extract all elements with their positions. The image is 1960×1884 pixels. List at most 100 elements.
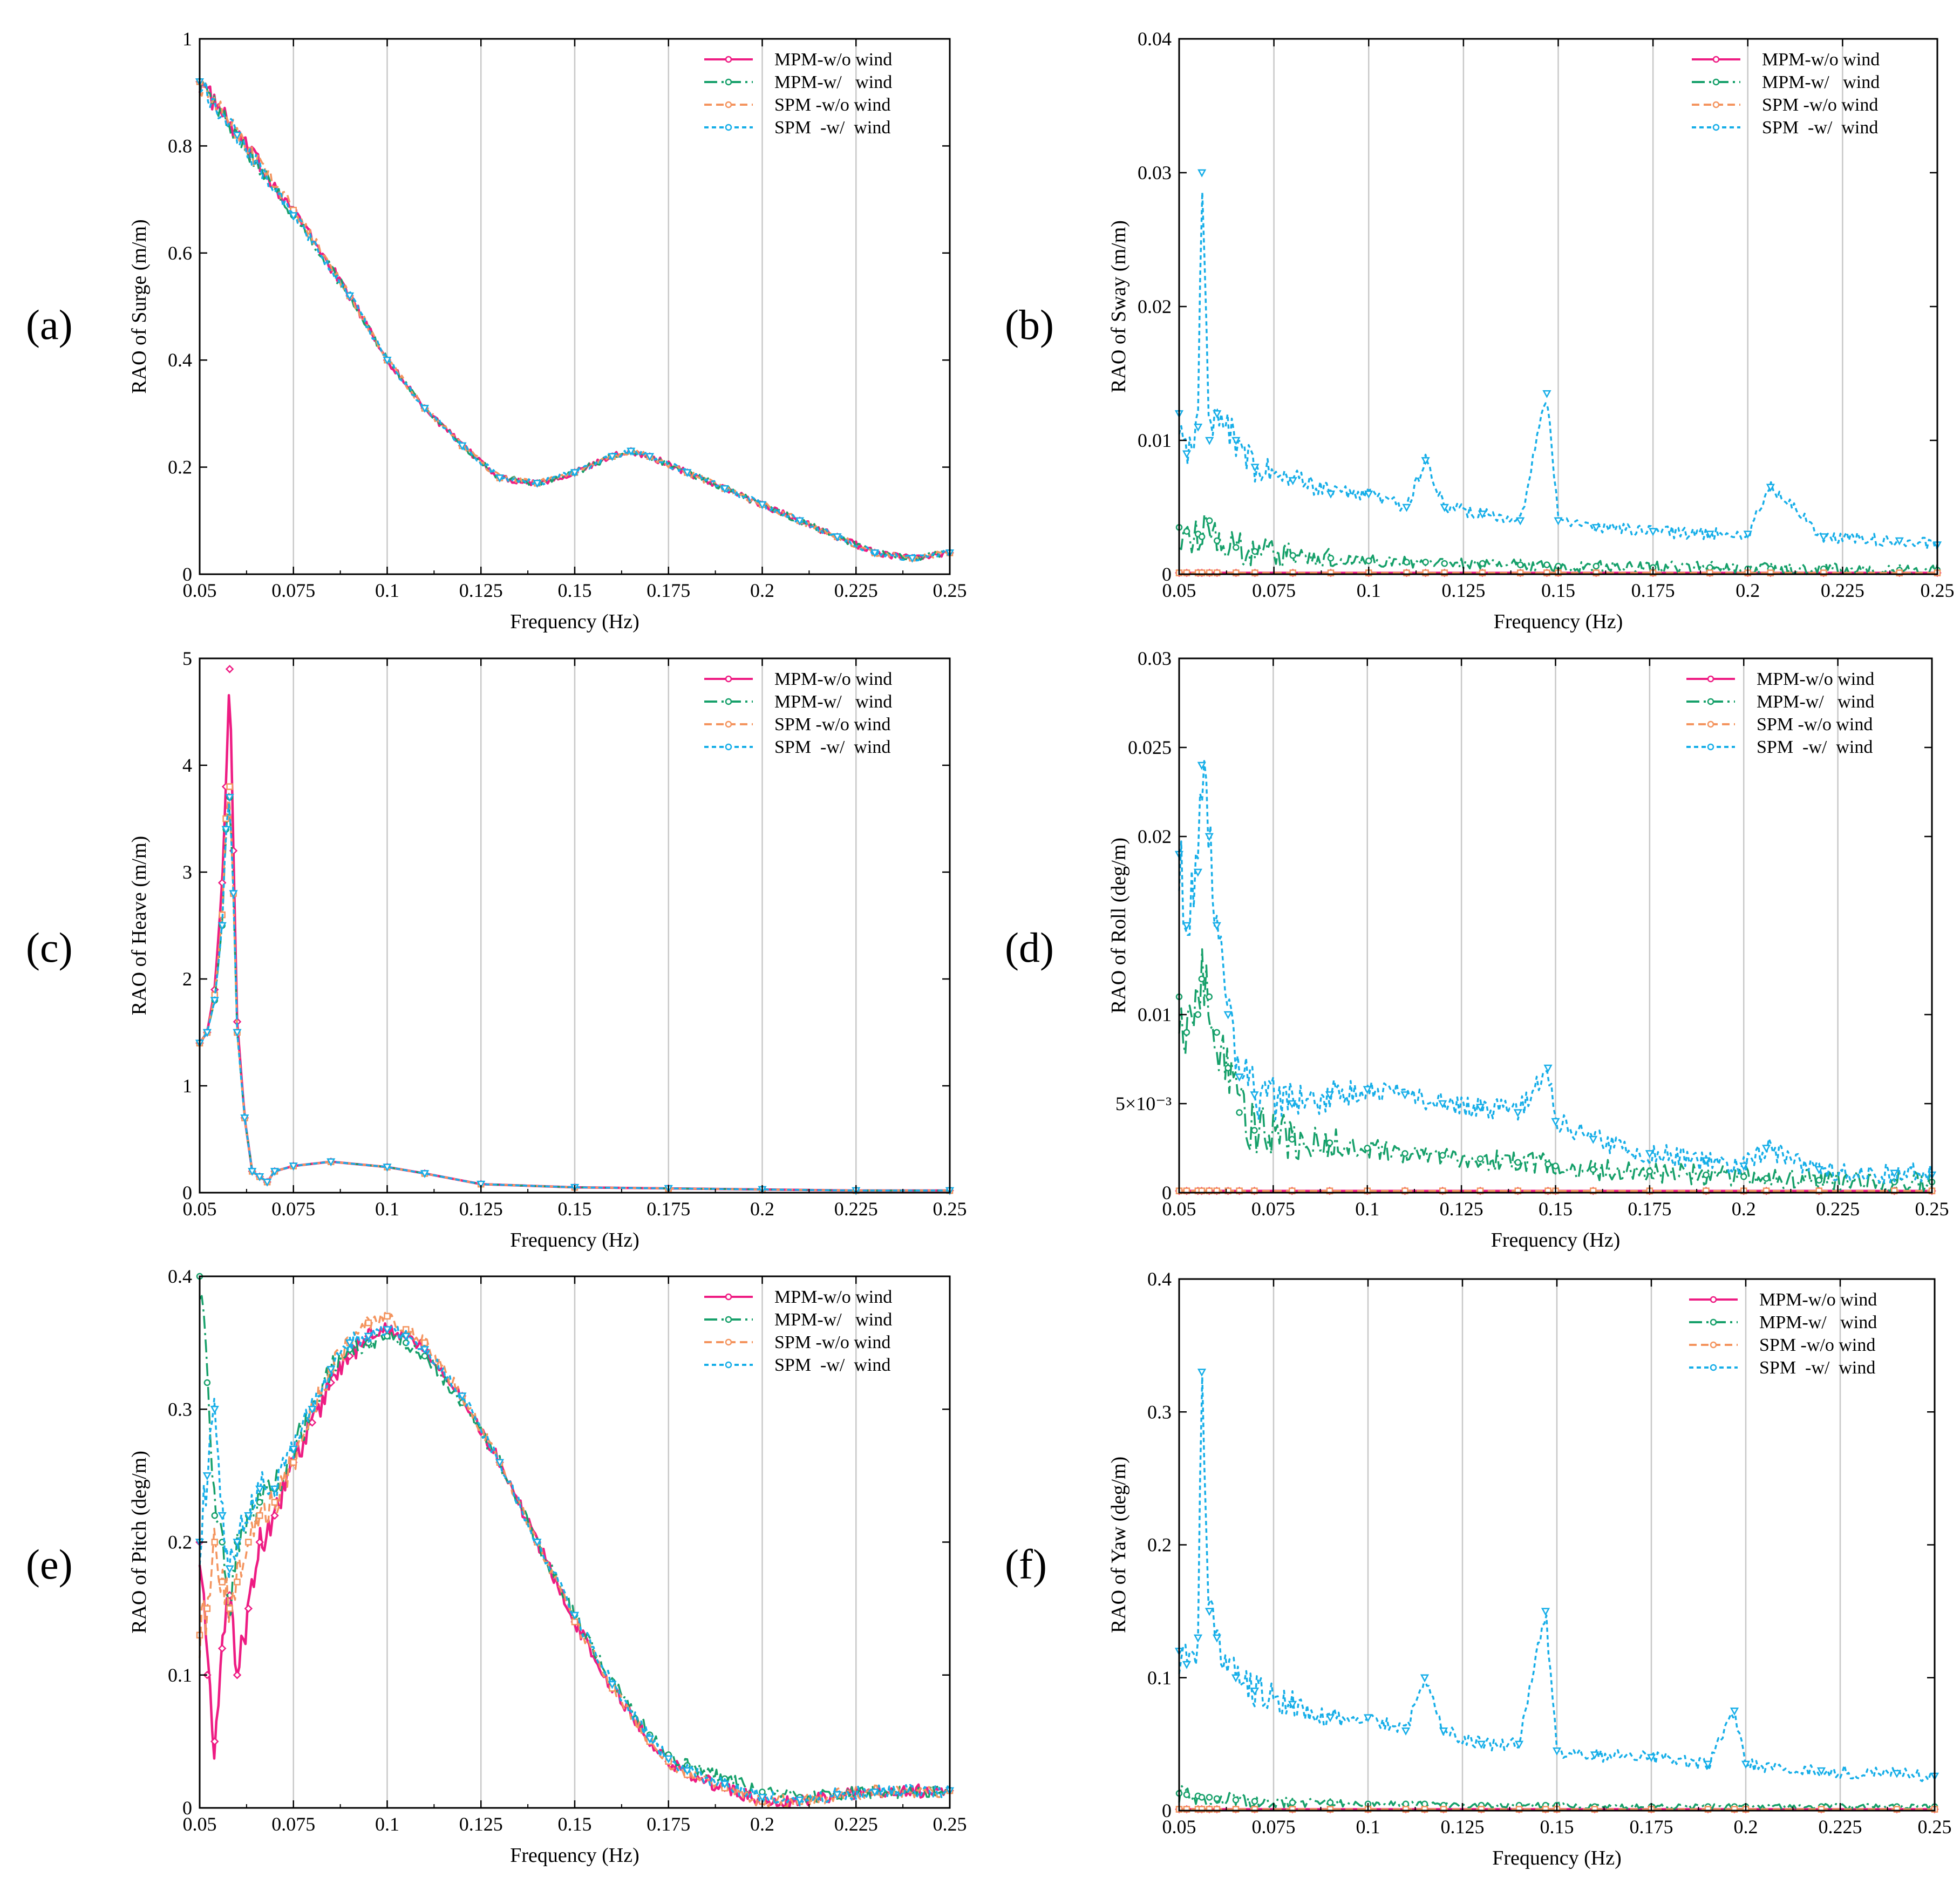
data-point [1893, 1806, 1901, 1813]
data-point [1236, 1187, 1243, 1194]
data-point [1206, 1794, 1213, 1801]
data-point [1401, 1187, 1408, 1194]
data-point [1815, 1176, 1822, 1184]
data-point [1402, 504, 1411, 512]
data-point [326, 1158, 336, 1167]
y-tick-label: 0.1 [1147, 1667, 1172, 1689]
data-point [1515, 1806, 1523, 1813]
x-axis-title: Frequency (Hz) [1492, 1847, 1622, 1869]
y-tick-label: 3 [182, 861, 192, 883]
data-point [683, 469, 692, 478]
y-tick-label: 0 [1162, 1800, 1172, 1821]
data-point [1289, 552, 1296, 559]
data-point [1589, 1135, 1598, 1144]
y-tick-label: 0 [182, 1797, 192, 1819]
data-point [290, 1459, 297, 1466]
data-point [1206, 1806, 1213, 1813]
data-point [1739, 1162, 1748, 1171]
x-tick-label: 0.1 [1356, 1816, 1380, 1838]
data-point [1231, 437, 1241, 445]
data-point [255, 1173, 264, 1181]
data-point [1514, 1187, 1521, 1194]
legend-label: MPM-w/ wind [1762, 72, 1880, 92]
data-point [1250, 464, 1260, 472]
y-tick-label: 0.02 [1138, 296, 1172, 317]
data-point [1743, 530, 1752, 539]
data-point [225, 794, 234, 802]
data-point [1645, 1150, 1654, 1159]
x-tick-label: 0.2 [1734, 1816, 1758, 1838]
data-point [759, 1788, 766, 1795]
x-tick-label: 0.15 [558, 1813, 592, 1835]
data-point [1403, 559, 1410, 566]
x-tick-label: 0.075 [271, 580, 315, 601]
data-point [1478, 511, 1487, 519]
data-point [1591, 523, 1601, 532]
x-tick-label: 0.225 [1816, 1198, 1860, 1220]
data-point [210, 1406, 219, 1414]
y-tick-label: 0.4 [168, 1266, 192, 1287]
x-tick-label: 0.225 [1819, 1816, 1862, 1838]
data-point [1705, 530, 1714, 539]
x-tick-label: 0.05 [1162, 1198, 1196, 1220]
chart-pitch: (e) 0.05 0.075 0.1 0.125 0.15 0.175 0.2 0.225 0.2… [26, 1266, 967, 1867]
data-point [1766, 484, 1775, 492]
data-point [1476, 1740, 1486, 1749]
y-tick-label: 0.4 [168, 349, 192, 371]
x-tick-label: 0.1 [375, 580, 399, 601]
y-tick-label: 5×10⁻³ [1115, 1093, 1172, 1114]
data-point [1704, 1806, 1712, 1813]
data-point [1213, 1187, 1220, 1194]
data-point [1183, 1806, 1190, 1813]
data-point [1223, 1011, 1233, 1019]
legend-label: MPM-w/ wind [774, 1310, 892, 1330]
data-point [1703, 1187, 1710, 1194]
data-point [627, 447, 636, 456]
data-point [683, 1767, 692, 1776]
data-point [1326, 1806, 1334, 1813]
legend-marker [1707, 743, 1714, 751]
data-point [1326, 1139, 1333, 1146]
series-line-sway-1 [1179, 513, 1938, 575]
series-line-surge-3 [199, 80, 950, 562]
x-tick-label: 0.075 [271, 1198, 315, 1220]
y-tick-label: 0.025 [1128, 737, 1172, 758]
data-point [1204, 833, 1214, 841]
data-point [1212, 1634, 1222, 1643]
x-tick-label: 0.075 [1251, 1198, 1295, 1220]
data-point [1479, 569, 1486, 576]
data-point [664, 1755, 673, 1764]
data-point [1544, 1187, 1551, 1194]
data-point [1543, 1064, 1553, 1073]
data-point [1213, 1795, 1221, 1803]
data-point [1206, 993, 1213, 1001]
x-tick-label: 0.075 [1252, 1816, 1296, 1838]
data-point [1325, 1714, 1335, 1723]
legend-label: MPM-w/o wind [1762, 50, 1880, 70]
x-axis-title: Frequency (Hz) [510, 1229, 639, 1252]
x-tick-label: 0.225 [834, 1198, 878, 1220]
x-axis-title: Frequency (Hz) [1494, 610, 1623, 633]
data-point [1250, 1688, 1260, 1696]
data-point [1401, 1150, 1408, 1157]
data-point [420, 1346, 430, 1355]
data-point [1198, 533, 1206, 540]
x-tick-label: 0.125 [459, 1198, 503, 1220]
data-point [256, 1499, 263, 1506]
data-point [365, 1319, 372, 1327]
y-axis-title: RAO of Surge (m/m) [128, 219, 151, 393]
legend-label: SPM -w/o wind [774, 715, 890, 734]
data-point [1401, 1727, 1411, 1736]
data-point [1194, 423, 1203, 432]
series-line-heave-3 [199, 803, 950, 1192]
x-tick-label: 0.225 [1821, 580, 1864, 601]
x-tick-label: 0.15 [1541, 580, 1575, 601]
data-point [1251, 1798, 1258, 1805]
data-point [1815, 1187, 1822, 1194]
data-point [225, 1565, 234, 1574]
legend-marker [1707, 698, 1714, 705]
